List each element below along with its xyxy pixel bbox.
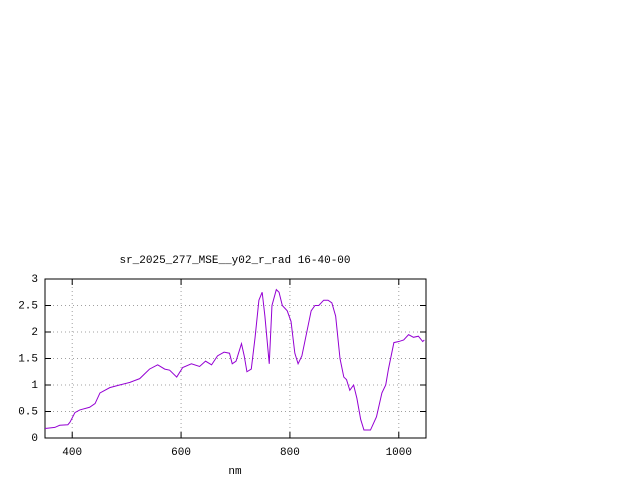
y-tick-label: 1: [31, 380, 38, 392]
y-tick-label: 2: [31, 327, 38, 339]
x-tick-label: 800: [280, 447, 300, 459]
data-line: [44, 288, 425, 431]
y-tick-label: 0.5: [18, 406, 38, 418]
x-axis-label: nm: [228, 466, 242, 478]
plot-border: [44, 278, 427, 439]
y-tick-label: 3: [31, 274, 38, 286]
chart-title: sr_2025_277_MSE__y02_r_rad 16-40-00: [119, 255, 350, 267]
y-tick-label: 0: [31, 433, 38, 445]
y-tick-label: 2.5: [18, 300, 38, 312]
y-tick-label: 1.5: [18, 353, 38, 365]
x-tick-label: 600: [171, 447, 191, 459]
x-tick-label: 400: [62, 447, 82, 459]
x-tick-label: 1000: [386, 447, 412, 459]
